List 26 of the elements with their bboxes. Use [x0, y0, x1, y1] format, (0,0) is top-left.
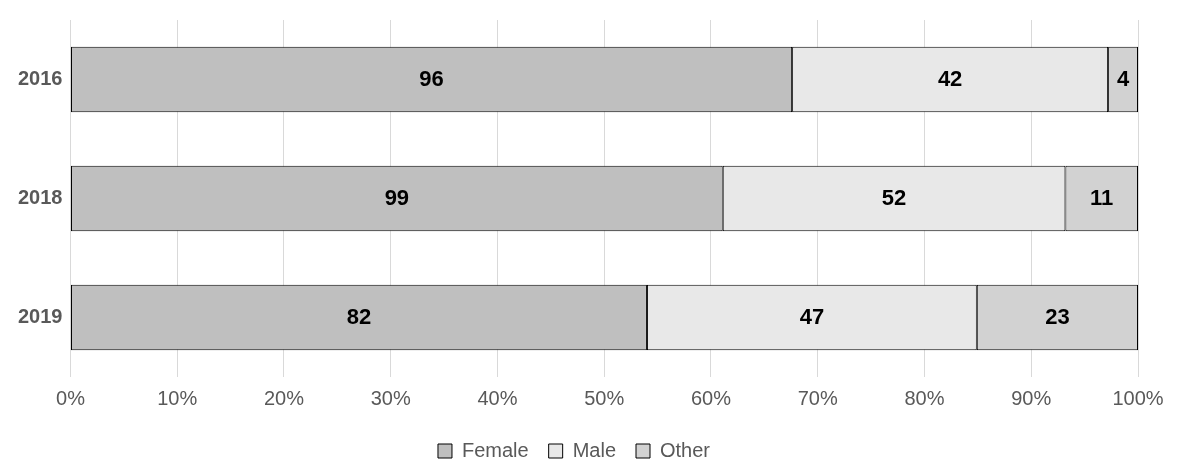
legend-label: Female [461, 438, 529, 461]
y-tick-label: 2019 [17, 305, 63, 328]
annotation: 99 [384, 184, 410, 210]
x-tick-label: 80% [904, 386, 945, 409]
x-tick-label: 0% [56, 386, 86, 409]
x-tick-label: 20% [263, 386, 305, 409]
x-tick-label: 30% [370, 386, 411, 409]
x-tick-label: 60% [690, 386, 732, 409]
x-tick-label: 40% [477, 386, 518, 409]
y-tick-label: 2018 [17, 186, 63, 209]
x-tick-label: 100% [1112, 386, 1164, 409]
annotation: 52 [881, 184, 907, 210]
annotation: 47 [799, 303, 825, 329]
y-tick-label: 2016 [17, 67, 63, 90]
x-tick-label: 10% [157, 386, 198, 409]
x-tick-label: 90% [1011, 386, 1052, 409]
annotation: 42 [937, 65, 963, 91]
legend-label: Male [572, 438, 617, 461]
annotation: 11 [1090, 184, 1114, 210]
annotation: 96 [419, 65, 444, 91]
annotation: 4 [1116, 65, 1130, 91]
annotation: 82 [346, 303, 372, 329]
x-tick-label: 70% [797, 386, 838, 409]
legend-label: Other [660, 438, 711, 461]
annotation: 23 [1045, 303, 1070, 329]
x-tick-label: 50% [584, 386, 625, 409]
